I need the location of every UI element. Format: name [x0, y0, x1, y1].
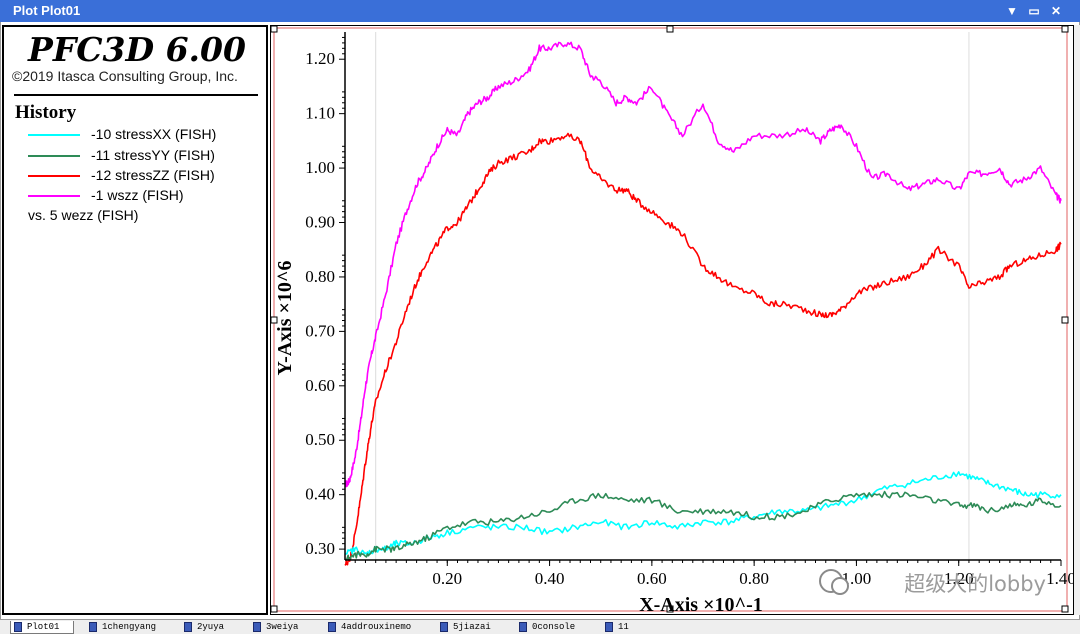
y-tick-label: 1.10: [305, 104, 335, 123]
tab-11[interactable]: 11: [602, 621, 642, 634]
series-line-0: [344, 41, 1062, 488]
y-tick-label: 0.90: [305, 213, 335, 232]
tab-label: Plot01: [27, 622, 60, 632]
y-tick-label: 0.60: [305, 376, 335, 395]
series-line-1: [344, 132, 1062, 566]
x-tick-label: 0.80: [739, 569, 769, 588]
x-tick-label: 1.20: [944, 569, 974, 588]
tab-4addrouxinemo[interactable]: 4addrouxinemo: [325, 621, 430, 634]
watermark-icon: [819, 569, 849, 595]
selection-handle-tm[interactable]: [666, 26, 674, 33]
selection-handle-ml[interactable]: [271, 316, 278, 324]
document-icon: [184, 622, 192, 632]
y-tick-label: 0.80: [305, 267, 335, 286]
tab-plot01[interactable]: Plot01: [10, 621, 74, 634]
selection-handle-mr[interactable]: [1061, 316, 1069, 324]
series-line-3: [344, 490, 1062, 561]
window-close-button[interactable]: ✕: [1050, 4, 1062, 18]
tab-label: 1chengyang: [102, 622, 157, 632]
legend-item-stressxx: -10 stressXX (FISH): [28, 126, 268, 144]
selection-handle-br[interactable]: [1061, 605, 1069, 613]
legend-label: -10 stressXX (FISH): [91, 126, 217, 142]
y-tick-label: 0.40: [305, 485, 335, 504]
legend-swatch: [28, 195, 80, 197]
document-icon: [14, 622, 22, 632]
legend-item-wszz: -1 wszz (FISH): [28, 187, 268, 205]
y-tick-label: 1.20: [305, 49, 335, 68]
x-variable-label: vs. 5 wezz (FISH): [28, 207, 139, 223]
legend-swatch: [28, 155, 80, 157]
watermark-text: 超级大的lobby: [904, 572, 1046, 596]
window-titlebar: Plot Plot01 ▼ ▭ ✕: [0, 0, 1080, 22]
vertical-scrollbar[interactable]: [1074, 25, 1080, 615]
app-title: PFC3D 6.00: [28, 30, 246, 69]
copyright-text: ©2019 Itasca Consulting Group, Inc.: [12, 68, 238, 84]
tab-2yuya[interactable]: 2yuya: [181, 621, 241, 634]
legend-label: -11 stressYY (FISH): [91, 147, 215, 163]
tab-label: 3weiya: [266, 622, 299, 632]
document-icon: [440, 622, 448, 632]
series-lines: [344, 41, 1062, 566]
document-icon: [519, 622, 527, 632]
tab-label: 4addrouxinemo: [341, 622, 412, 632]
axes: 0.30 0.40 0.50 0.60 0.70 0.80 0.90 1.00 1.10 1.20…: [305, 32, 1073, 588]
y-tick-label: 0.30: [305, 539, 335, 558]
legend-panel: PFC3D 6.00 ©2019 Itasca Consulting Group…: [2, 25, 268, 615]
tab-label: 0console: [532, 622, 576, 632]
tab-label: 5jiazai: [453, 622, 491, 632]
legend-label: -1 wszz (FISH): [91, 187, 184, 203]
legend-label: -12 stressZZ (FISH): [91, 167, 215, 183]
document-icon: [253, 622, 261, 632]
window-restore-button[interactable]: ▭: [1028, 4, 1040, 18]
selection-handle-bl[interactable]: [271, 605, 278, 613]
chart: 0.30 0.40 0.50 0.60 0.70 0.80 0.90 1.00 1.10 1.20…: [271, 26, 1073, 614]
legend-item-stresszz: -12 stressZZ (FISH): [28, 167, 268, 185]
selection-handle-tr[interactable]: [1061, 26, 1069, 33]
x-axis-label: X-Axis ×10^-1: [639, 594, 763, 614]
document-icon: [89, 622, 97, 632]
y-tick-label: 1.00: [305, 158, 335, 177]
y-tick-label: 0.70: [305, 321, 335, 340]
tab-5jiazai[interactable]: 5jiazai: [437, 621, 507, 634]
x-tick-label: 1.40: [1046, 569, 1073, 588]
legend-swatch: [28, 134, 80, 136]
document-icon: [605, 622, 613, 632]
x-tick-label: 0.20: [432, 569, 462, 588]
x-tick-label: 1.00: [842, 569, 872, 588]
window-title: Plot Plot01: [13, 3, 81, 18]
plot-panel[interactable]: 0.30 0.40 0.50 0.60 0.70 0.80 0.90 1.00 1.10 1.20…: [270, 25, 1074, 615]
tab-label: 2yuya: [197, 622, 225, 632]
y-tick-label: 0.50: [305, 430, 335, 449]
y-axis-label: Y-Axis ×10^6: [274, 260, 296, 375]
legend-item-stressyy: -11 stressYY (FISH): [28, 147, 268, 165]
history-title: History: [15, 102, 77, 123]
grid-lines: [375, 32, 970, 560]
document-tabs: Plot01 1chengyang 2yuya 3weiya 4addrouxi…: [0, 619, 1080, 634]
selection-handle-bm[interactable]: [666, 605, 674, 613]
tab-label: 11: [618, 622, 629, 632]
tab-0console[interactable]: 0console: [516, 621, 594, 634]
tab-1chengyang[interactable]: 1chengyang: [86, 621, 176, 634]
legend-swatch: [28, 175, 80, 177]
x-tick-label: 0.40: [535, 569, 565, 588]
legend-divider: [14, 94, 258, 96]
x-tick-label: 0.60: [637, 569, 667, 588]
selection-handle-tl[interactable]: [271, 26, 278, 33]
window-menu-button[interactable]: ▼: [1006, 4, 1018, 18]
document-icon: [328, 622, 336, 632]
tab-3weiya[interactable]: 3weiya: [250, 621, 320, 634]
